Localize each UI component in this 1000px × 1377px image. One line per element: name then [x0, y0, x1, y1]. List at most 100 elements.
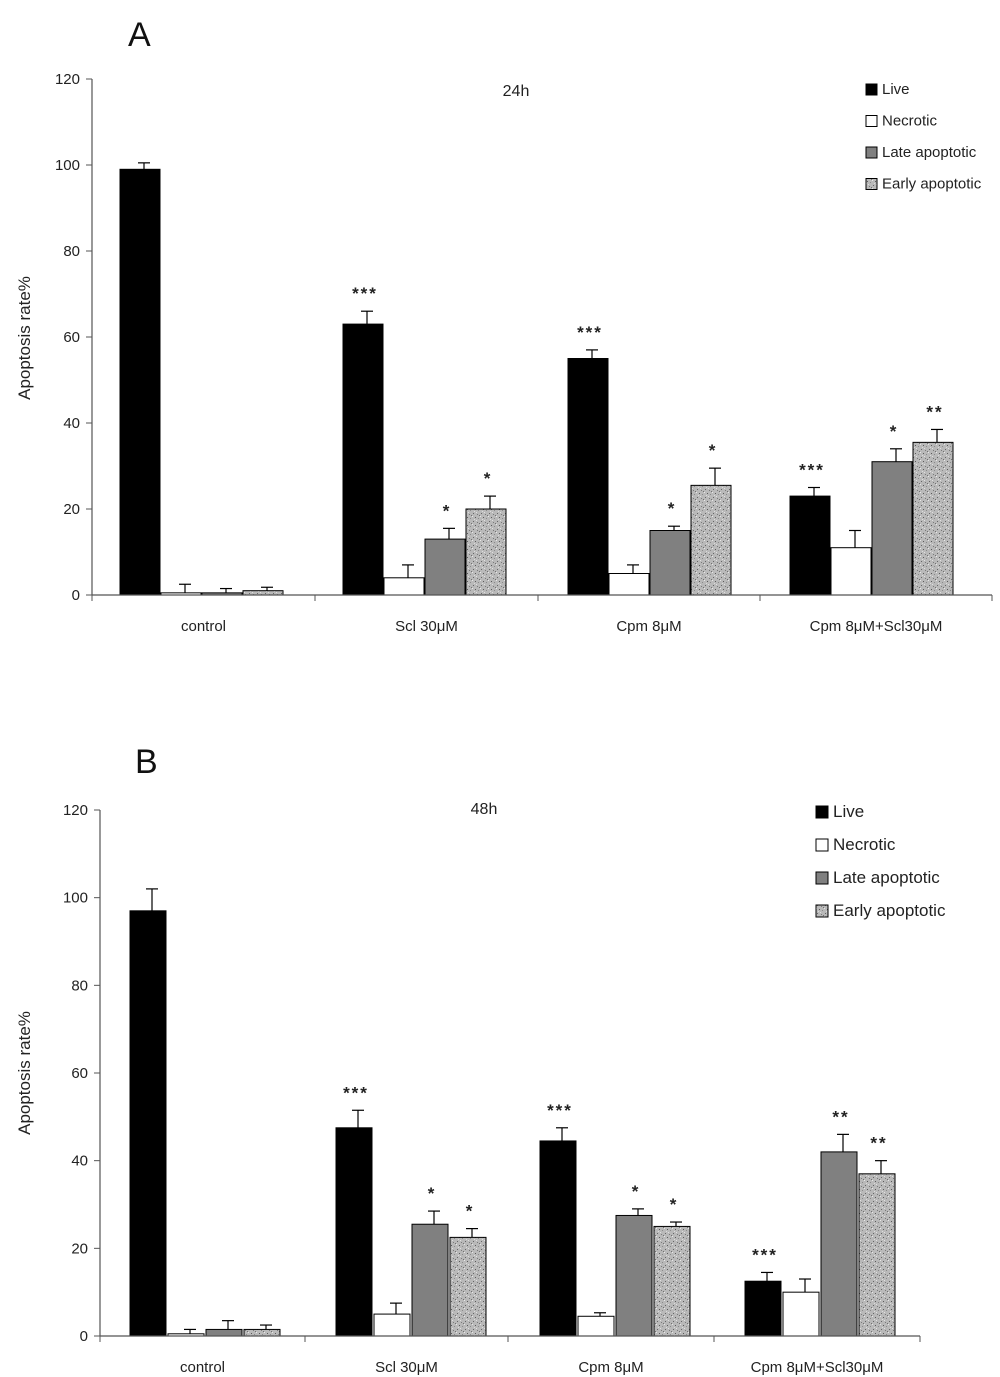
x-tick-label: Cpm 8μM	[616, 618, 681, 635]
x-tick-label: control	[180, 1359, 225, 1376]
legend-swatch	[815, 805, 829, 819]
significance-label: **	[926, 402, 943, 421]
y-axis-label: Apoptosis rate%	[15, 1011, 34, 1135]
x-tick-label: Scl 30μM	[395, 618, 458, 635]
bar-live	[539, 1140, 577, 1337]
legend-label: Late apoptotic	[833, 868, 940, 887]
y-tick-label: 40	[71, 1153, 88, 1170]
significance-label: *	[668, 499, 677, 518]
bar-early-apoptotic	[465, 508, 507, 596]
x-tick-label: Cpm 8μM+Scl30μM	[751, 1359, 884, 1376]
bar-live	[119, 168, 161, 596]
bar-live	[335, 1127, 373, 1337]
bars: ****************	[119, 162, 954, 596]
significance-label: *	[632, 1182, 641, 1201]
bar-live	[789, 495, 831, 596]
bar-early-apoptotic	[242, 590, 284, 596]
y-tick-label: 80	[63, 243, 80, 260]
bar-early-apoptotic	[858, 1173, 896, 1337]
bar-early-apoptotic	[243, 1328, 281, 1337]
legend-label: Late apoptotic	[882, 144, 977, 161]
legend-swatch	[815, 871, 829, 885]
x-tick-label: control	[181, 618, 226, 635]
y-tick-label: 40	[63, 415, 80, 432]
bar-late-apoptotic	[649, 530, 691, 596]
legend-swatch	[865, 146, 878, 159]
y-tick-label: 100	[55, 157, 80, 174]
y-tick-label: 120	[55, 71, 80, 88]
y-tick-label: 0	[72, 587, 80, 604]
legend: Live Necrotic Late apoptotic Early apoptoti…	[815, 802, 946, 920]
significance-label: ***	[577, 323, 603, 342]
bar-early-apoptotic	[449, 1236, 487, 1337]
bar-necrotic	[373, 1313, 411, 1337]
chart-title: 24h	[503, 83, 530, 100]
legend-swatch	[865, 115, 878, 127]
significance-label: *	[443, 501, 452, 520]
bar-late-apoptotic	[424, 538, 466, 596]
y-axis-label: Apoptosis rate%	[15, 276, 34, 400]
y-tick-label: 60	[63, 329, 80, 346]
significance-label: *	[670, 1195, 679, 1214]
legend-label: Live	[882, 81, 910, 98]
significance-label: *	[428, 1184, 437, 1203]
axes	[99, 810, 920, 1337]
significance-label: *	[890, 422, 899, 441]
bar-necrotic	[383, 577, 425, 596]
y-tick-label: 100	[63, 890, 88, 907]
panel-label: B	[135, 743, 158, 781]
significance-label: ***	[799, 461, 825, 480]
legend-label: Early apoptotic	[833, 901, 946, 920]
bar-early-apoptotic	[653, 1225, 691, 1337]
bar-early-apoptotic	[690, 484, 732, 596]
y-tick-label: 0	[80, 1328, 88, 1345]
significance-label: ***	[343, 1083, 369, 1102]
y-tick-label: 20	[71, 1240, 88, 1257]
x-axis-ticks: control Scl 30μM Cpm 8μM Cpm 8μM+Scl30μM	[99, 1336, 921, 1376]
x-tick-label: Cpm 8μM	[578, 1359, 643, 1376]
legend-swatch	[865, 178, 878, 190]
bar-early-apoptotic	[912, 441, 954, 596]
bar-late-apoptotic	[871, 461, 913, 596]
chart-title: 48h	[471, 801, 498, 818]
bar-late-apoptotic	[615, 1214, 653, 1337]
y-tick-label: 20	[63, 501, 80, 518]
legend-swatch	[815, 838, 829, 852]
x-axis-ticks: control Scl 30μM Cpm 8μM Cpm 8μM+Scl30μM	[91, 595, 993, 635]
significance-label: ***	[752, 1245, 778, 1264]
bar-live	[744, 1280, 782, 1337]
legend-label: Necrotic	[833, 835, 896, 854]
bar-live	[129, 910, 167, 1337]
bar-late-apoptotic	[411, 1223, 449, 1337]
bar-necrotic	[830, 547, 872, 596]
bar-necrotic	[577, 1315, 615, 1337]
legend: Live Necrotic Late apoptotic Early apoptoti…	[865, 81, 982, 193]
significance-label: **	[870, 1134, 887, 1153]
significance-label: *	[709, 441, 718, 460]
bar-late-apoptotic	[820, 1151, 858, 1337]
legend-label: Early apoptotic	[882, 176, 982, 193]
x-tick-label: Cpm 8μM+Scl30μM	[810, 618, 943, 635]
y-tick-label: 120	[63, 802, 88, 819]
significance-label: *	[466, 1202, 475, 1221]
y-axis-ticks: 0 20 40 60 80 100 120	[63, 802, 100, 1345]
y-tick-label: 80	[71, 977, 88, 994]
y-tick-label: 60	[71, 1065, 88, 1082]
legend-swatch	[865, 83, 878, 96]
significance-label: *	[484, 469, 493, 488]
significance-label: **	[832, 1107, 849, 1126]
legend-label: Necrotic	[882, 113, 938, 130]
bar-necrotic	[782, 1291, 820, 1337]
panel-label: A	[128, 16, 151, 54]
bar-necrotic	[608, 573, 650, 596]
legend-label: Live	[833, 802, 864, 821]
bar-late-apoptotic	[205, 1328, 243, 1337]
significance-label: ***	[352, 284, 378, 303]
bars: *****************	[129, 888, 896, 1337]
y-axis-ticks: 0 20 40 60 80 100 120	[55, 71, 92, 604]
legend-swatch	[815, 904, 829, 918]
bar-live	[342, 323, 384, 596]
